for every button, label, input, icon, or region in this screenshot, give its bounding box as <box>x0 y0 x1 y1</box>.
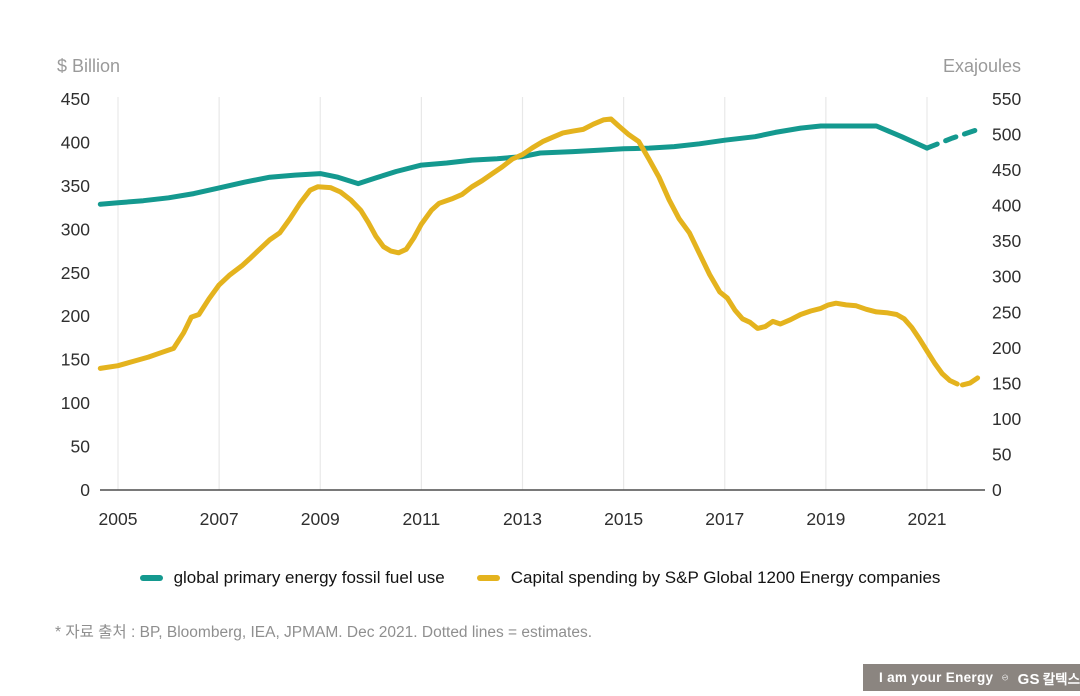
left-tick-label: 150 <box>61 350 90 370</box>
year-label: 2007 <box>200 509 239 529</box>
series-line-fossil-estimate-dotted <box>924 127 981 151</box>
right-tick-label: 350 <box>992 231 1021 251</box>
left-tick-label: 450 <box>61 89 90 109</box>
left-tick-label: 0 <box>80 480 90 500</box>
brand-slogan: I am your Energy <box>879 670 994 685</box>
year-label: 2017 <box>705 509 744 529</box>
right-tick-label: 0 <box>992 480 1002 500</box>
year-label: 2013 <box>503 509 542 529</box>
right-tick-label: 450 <box>992 160 1021 180</box>
left-tick-label: 250 <box>61 263 90 283</box>
right-tick-label: 550 <box>992 89 1021 109</box>
legend: global primary energy fossil fuel use Ca… <box>0 564 1080 592</box>
source-footnote: * 자료 출처 : BP, Bloomberg, IEA, JPMAM. Dec… <box>55 624 593 641</box>
left-tick-label: 350 <box>61 176 90 196</box>
right-tick-label: 500 <box>992 125 1021 145</box>
year-label: 2009 <box>301 509 340 529</box>
legend-item-capex: Capital spending by S&P Global 1200 Ener… <box>476 568 941 588</box>
year-label: 2005 <box>99 509 138 529</box>
series-line-capex <box>97 116 960 387</box>
brand-gs-text: GS <box>1017 670 1040 688</box>
left-tick-label: 100 <box>61 393 90 413</box>
year-label: 2015 <box>604 509 643 529</box>
right-tick-label: 250 <box>992 302 1021 322</box>
year-label: 2011 <box>403 509 441 529</box>
gs-caltex-swirl-icon <box>1002 674 1009 681</box>
legend-item-fossil: global primary energy fossil fuel use <box>139 568 445 588</box>
year-label: 2019 <box>806 509 845 529</box>
right-tick-label: 50 <box>992 444 1012 464</box>
brand-badge: I am your Energy GS 칼텍스 <box>863 664 1080 691</box>
left-tick-label: 300 <box>61 219 90 239</box>
legend-swatch-capex-icon <box>476 575 500 581</box>
right-tick-label: 300 <box>992 267 1021 287</box>
left-tick-label: 200 <box>61 306 90 326</box>
right-tick-label: 200 <box>992 338 1021 358</box>
right-tick-label: 400 <box>992 196 1021 216</box>
right-axis-unit-label: Exajoules <box>942 56 1021 76</box>
left-tick-label: 400 <box>61 132 90 152</box>
left-tick-label: 50 <box>71 437 91 457</box>
series-line-capex-estimate-dotted <box>959 375 981 388</box>
year-label: 2021 <box>908 509 947 529</box>
brand-wordmark: GS 칼텍스 <box>1018 668 1080 688</box>
legend-label-capex: Capital spending by S&P Global 1200 Ener… <box>510 568 941 587</box>
right-tick-label: 150 <box>992 373 1021 393</box>
legend-swatch-fossil-icon <box>139 575 163 581</box>
legend-label-fossil: global primary energy fossil fuel use <box>173 568 445 587</box>
right-tick-label: 100 <box>992 409 1021 429</box>
brand-kr-text: 칼텍스 <box>1042 671 1080 687</box>
left-axis-unit-label: $ Billion <box>57 56 121 76</box>
series-line-fossil <box>97 123 930 207</box>
